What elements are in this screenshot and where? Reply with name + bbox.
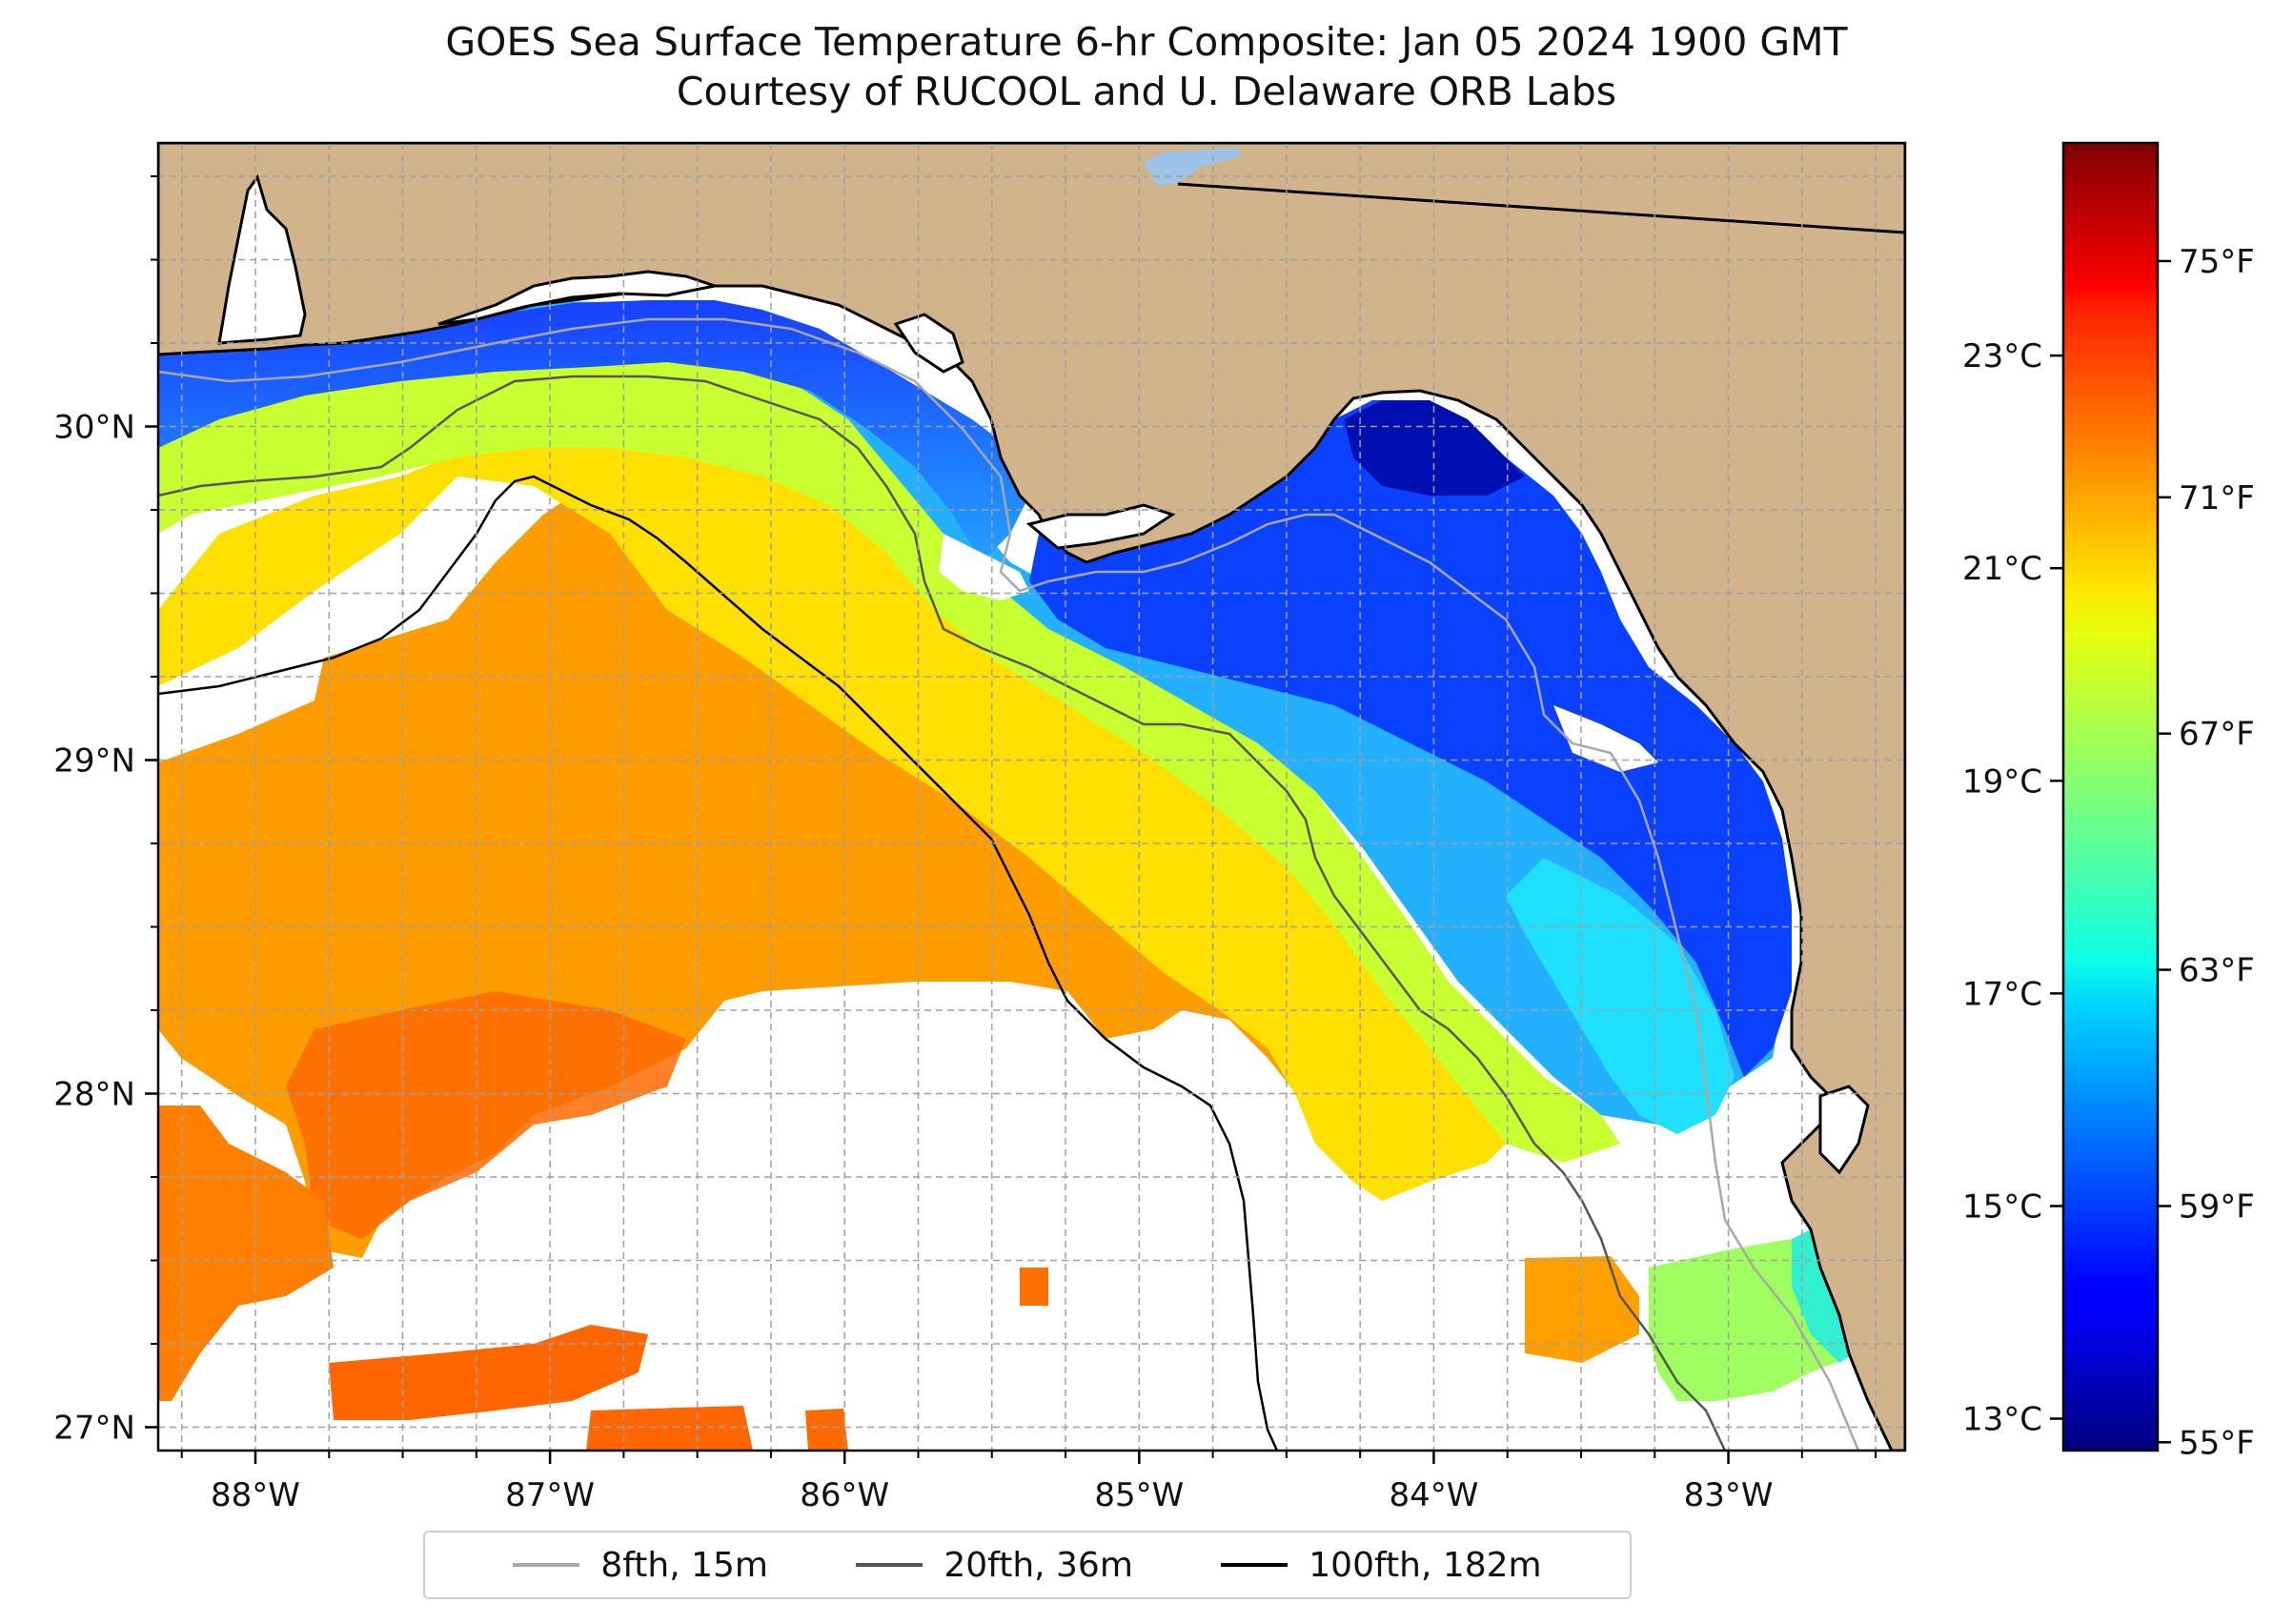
sst-orange-patch-se [1525, 1256, 1639, 1363]
legend-line-20fth [856, 1563, 923, 1567]
sst-cyan-band-se [1506, 858, 1735, 1134]
sst-hot-patch-south3 [805, 1409, 848, 1451]
legend-item-8fth: 8fth, 15m [513, 1546, 768, 1585]
celsius-tick-label: 17°C [1962, 975, 2042, 1013]
gridlines [158, 143, 1905, 1451]
fahrenheit-tick-label: 75°F [2179, 243, 2255, 281]
lon-tick-label: 84°W [1389, 1476, 1478, 1514]
legend-line-8fth [513, 1563, 580, 1567]
celsius-tick-label: 23°C [1962, 337, 2042, 376]
celsius-tick-label: 13°C [1962, 1401, 2042, 1439]
legend-label-20fth: 20fth, 36m [944, 1545, 1133, 1585]
celsius-tick-label: 19°C [1962, 762, 2042, 801]
sst-hot-patch-east [1020, 1268, 1048, 1306]
sst-hot-region [286, 991, 686, 1239]
state-border-line [1177, 182, 1905, 234]
sst-blue-band-bigbend [1029, 400, 1792, 1077]
map-frame [156, 141, 1907, 1452]
fahrenheit-tick-label: 59°F [2179, 1188, 2255, 1226]
legend-label-100fth: 100fth, 182m [1309, 1545, 1542, 1585]
map-plot-area [158, 143, 1905, 1451]
isobath-legend: 8fth, 15m 20fth, 36m 100fth, 182m [423, 1531, 1632, 1599]
isobath-20fth [158, 375, 1727, 1451]
lat-tick-label: 28°N [53, 1076, 135, 1114]
nodata-bigbend-strip [1553, 705, 1658, 772]
panhandle-sound [437, 270, 720, 326]
sst-hot-patch-south1 [329, 1325, 648, 1420]
legend-item-100fth: 100fth, 182m [1221, 1545, 1542, 1585]
lon-tick-label: 88°W [211, 1476, 300, 1514]
sst-darkblue-patch [1344, 400, 1525, 496]
lat-tick-label: 27°N [53, 1410, 135, 1448]
fahrenheit-tick-label: 63°F [2179, 952, 2255, 990]
sst-hot-patch-west [158, 1106, 334, 1401]
tampa-bay [1818, 1085, 1870, 1175]
legend-label-8fth: 8fth, 15m [600, 1545, 768, 1585]
colorbar-ticks: 13°C 15°C 17°C 19°C 21°C 23°C 55°F 59°F 63°F 67°F… [1962, 243, 2255, 1462]
chart-title: GOES Sea Surface Temperature 6-hr Compos… [0, 17, 2293, 116]
colorbar-gradient [2061, 141, 2160, 1452]
lat-tick-label: 30°N [53, 409, 135, 447]
isobath-100fth [158, 475, 1279, 1451]
lon-tick-label: 83°W [1684, 1476, 1774, 1514]
fahrenheit-tick-label: 67°F [2179, 716, 2255, 754]
title-line-1: GOES Sea Surface Temperature 6-hr Compos… [445, 19, 1848, 65]
legend-item-20fth: 20fth, 36m [856, 1546, 1133, 1585]
sst-hot-patch-south2 [586, 1406, 753, 1451]
lon-tick-label: 85°W [1094, 1476, 1184, 1514]
fahrenheit-tick-label: 71°F [2179, 479, 2255, 518]
celsius-tick-label: 15°C [1962, 1188, 2042, 1226]
lon-tick-label: 87°W [505, 1476, 595, 1514]
nodata-coastal-strip [939, 534, 1029, 600]
lat-tick-label: 29°N [53, 742, 135, 781]
legend-line-100fth [1221, 1563, 1289, 1567]
map-axis-ticks: 88°W 87°W 86°W 85°W 84°W 83°W 27°N 28°N 29°N 30°N [53, 175, 1877, 1514]
lon-tick-label: 86°W [800, 1476, 889, 1514]
fahrenheit-tick-label: 55°F [2179, 1424, 2255, 1462]
celsius-tick-label: 21°C [1962, 550, 2042, 588]
title-line-2: Courtesy of RUCOOL and U. Delaware ORB L… [676, 69, 1617, 114]
